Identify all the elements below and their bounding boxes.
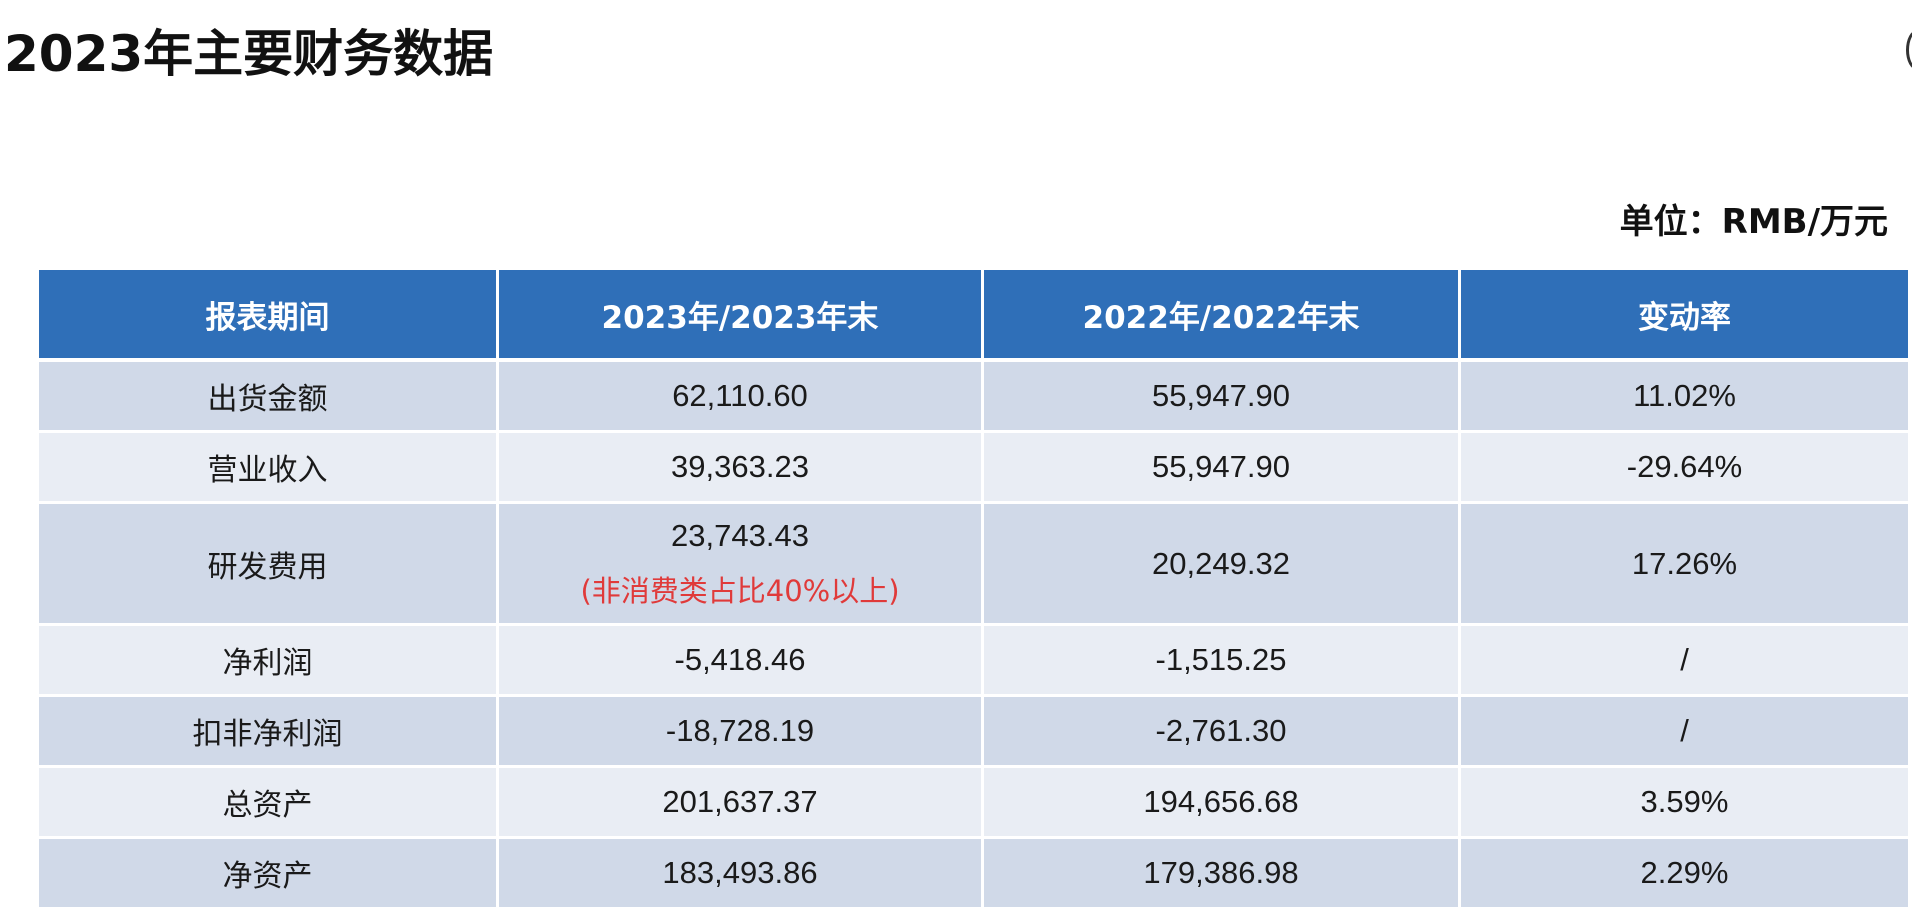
value-2022: 194,656.68 <box>981 765 1461 839</box>
change-rate: 11.02% <box>1458 358 1911 433</box>
table-row: 扣非净利润 -18,728.19 -2,761.30 / <box>36 694 1911 768</box>
table-row: 总资产 201,637.37 194,656.68 3.59% <box>36 765 1911 839</box>
table-row: 研发费用 23,743.43 (非消费类占比40%以上) 20,249.32 1… <box>36 501 1911 626</box>
value-2022: 179,386.98 <box>981 836 1461 910</box>
value-2022: 55,947.90 <box>981 358 1461 433</box>
value-2023: -18,728.19 <box>496 694 984 768</box>
row-label: 扣非净利润 <box>36 694 499 768</box>
table-row: 净资产 183,493.86 179,386.98 2.29% <box>36 836 1911 910</box>
row-label: 营业收入 <box>36 430 499 504</box>
financial-data-table: 报表期间 2023年/2023年末 2022年/2022年末 变动率 出货金额 … <box>36 267 1911 910</box>
table-row: 营业收入 39,363.23 55,947.90 -29.64% <box>36 430 1911 504</box>
change-rate: 2.29% <box>1458 836 1911 910</box>
table-row: 净利润 -5,418.46 -1,515.25 / <box>36 623 1911 697</box>
edge-circle-mark <box>1906 30 1912 70</box>
row-label: 出货金额 <box>36 358 499 433</box>
page-title: 2023年主要财务数据 <box>4 25 494 83</box>
unit-label: 单位：RMB/万元 <box>1619 202 1888 242</box>
value-2023: 183,493.86 <box>496 836 984 910</box>
row-label: 净资产 <box>36 836 499 910</box>
change-rate: / <box>1458 694 1911 768</box>
header-2022: 2022年/2022年末 <box>981 267 1461 362</box>
footnote-text: (非消费类占比40%以上) <box>580 573 900 608</box>
header-period: 报表期间 <box>36 267 499 362</box>
header-2023: 2023年/2023年末 <box>496 267 984 362</box>
row-label: 总资产 <box>36 765 499 839</box>
value-2022: -1,515.25 <box>981 623 1461 697</box>
table-header-row: 报表期间 2023年/2023年末 2022年/2022年末 变动率 <box>36 267 1911 362</box>
row-label: 研发费用 <box>36 501 499 626</box>
value-2022: -2,761.30 <box>981 694 1461 768</box>
value-2022: 55,947.90 <box>981 430 1461 504</box>
value-2023-cell: 23,743.43 (非消费类占比40%以上) <box>496 501 984 626</box>
value-2023: 62,110.60 <box>496 358 984 433</box>
row-label: 净利润 <box>36 623 499 697</box>
value-2022: 20,249.32 <box>981 501 1461 626</box>
table-row: 出货金额 62,110.60 55,947.90 11.02% <box>36 358 1911 433</box>
value-2023: 23,743.43 <box>671 517 809 553</box>
header-change-rate: 变动率 <box>1458 267 1911 362</box>
change-rate: -29.64% <box>1458 430 1911 504</box>
value-2023: -5,418.46 <box>496 623 984 697</box>
change-rate: 17.26% <box>1458 501 1911 626</box>
change-rate: / <box>1458 623 1911 697</box>
change-rate: 3.59% <box>1458 765 1911 839</box>
value-2023: 201,637.37 <box>496 765 984 839</box>
value-2023: 39,363.23 <box>496 430 984 504</box>
